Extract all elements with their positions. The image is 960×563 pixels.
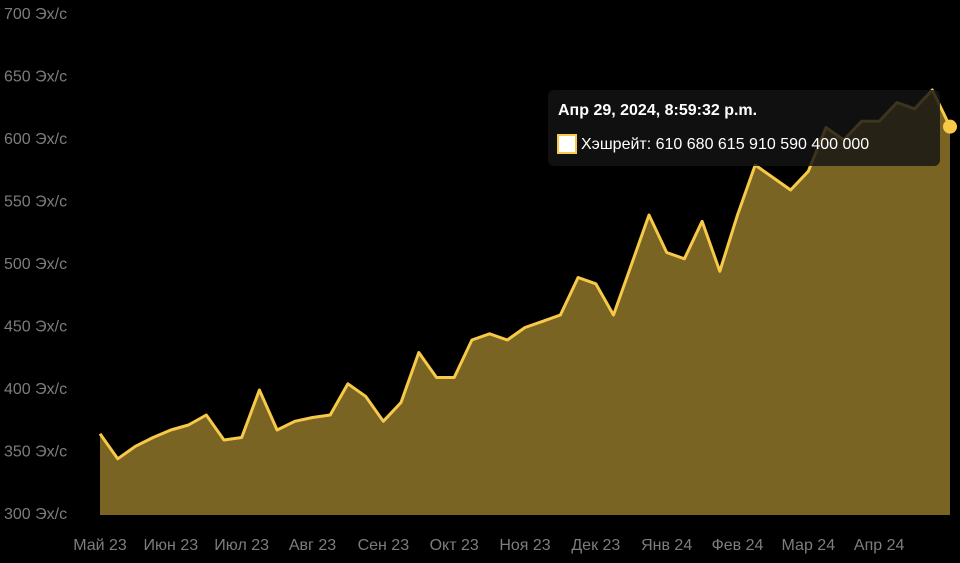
x-tick-label: Апр 24	[854, 537, 905, 554]
line	[98, 88, 952, 461]
y-tick-label: 650 Эх/с	[4, 69, 67, 86]
tooltip-title: Апр 29, 2024, 8:59:32 p.m.	[558, 102, 757, 119]
x-tick-label: Июл 23	[214, 537, 269, 554]
area	[100, 90, 950, 515]
y-tick-label: 300 Эх/с	[4, 506, 67, 523]
y-tick-label: 400 Эх/с	[4, 381, 67, 398]
x-tick-label: Май 23	[73, 537, 127, 554]
x-tick-label: Дек 23	[571, 537, 620, 554]
x-tick-label: Окт 23	[430, 537, 479, 554]
plot-area: 300 Эх/с 350 Эх/с 400 Эх/с 450 Эх/с 500 Эх/с…	[4, 6, 957, 554]
x-tick-label: Авг 23	[289, 537, 336, 554]
tooltip-label: Хэшрейт: 610 680 615 910 590 400 000	[581, 136, 869, 153]
x-tick-label: Ноя 23	[499, 537, 550, 554]
y-tick-label: 450 Эх/с	[4, 319, 67, 336]
y-tick-label: 550 Эх/с	[4, 194, 67, 211]
tooltip-swatch	[557, 134, 577, 154]
y-tick-label: 500 Эх/с	[4, 256, 67, 273]
tooltip-box	[548, 90, 940, 166]
hover-point	[943, 119, 957, 134]
x-tick-label: Фев 24	[712, 537, 764, 554]
x-tick-label: Июн 23	[144, 537, 199, 554]
x-tick-label: Сен 23	[358, 537, 410, 554]
y-tick-label: 350 Эх/с	[4, 444, 67, 461]
tooltip: Апр 29, 2024, 8:59:32 p.m. Хэшрейт: 610 …	[548, 90, 940, 166]
x-tick-label: Янв 24	[641, 537, 692, 554]
y-tick-label: 600 Эх/с	[4, 131, 67, 148]
x-tick-label: Мар 24	[782, 537, 836, 554]
y-tick-label: 700 Эх/с	[4, 6, 67, 23]
